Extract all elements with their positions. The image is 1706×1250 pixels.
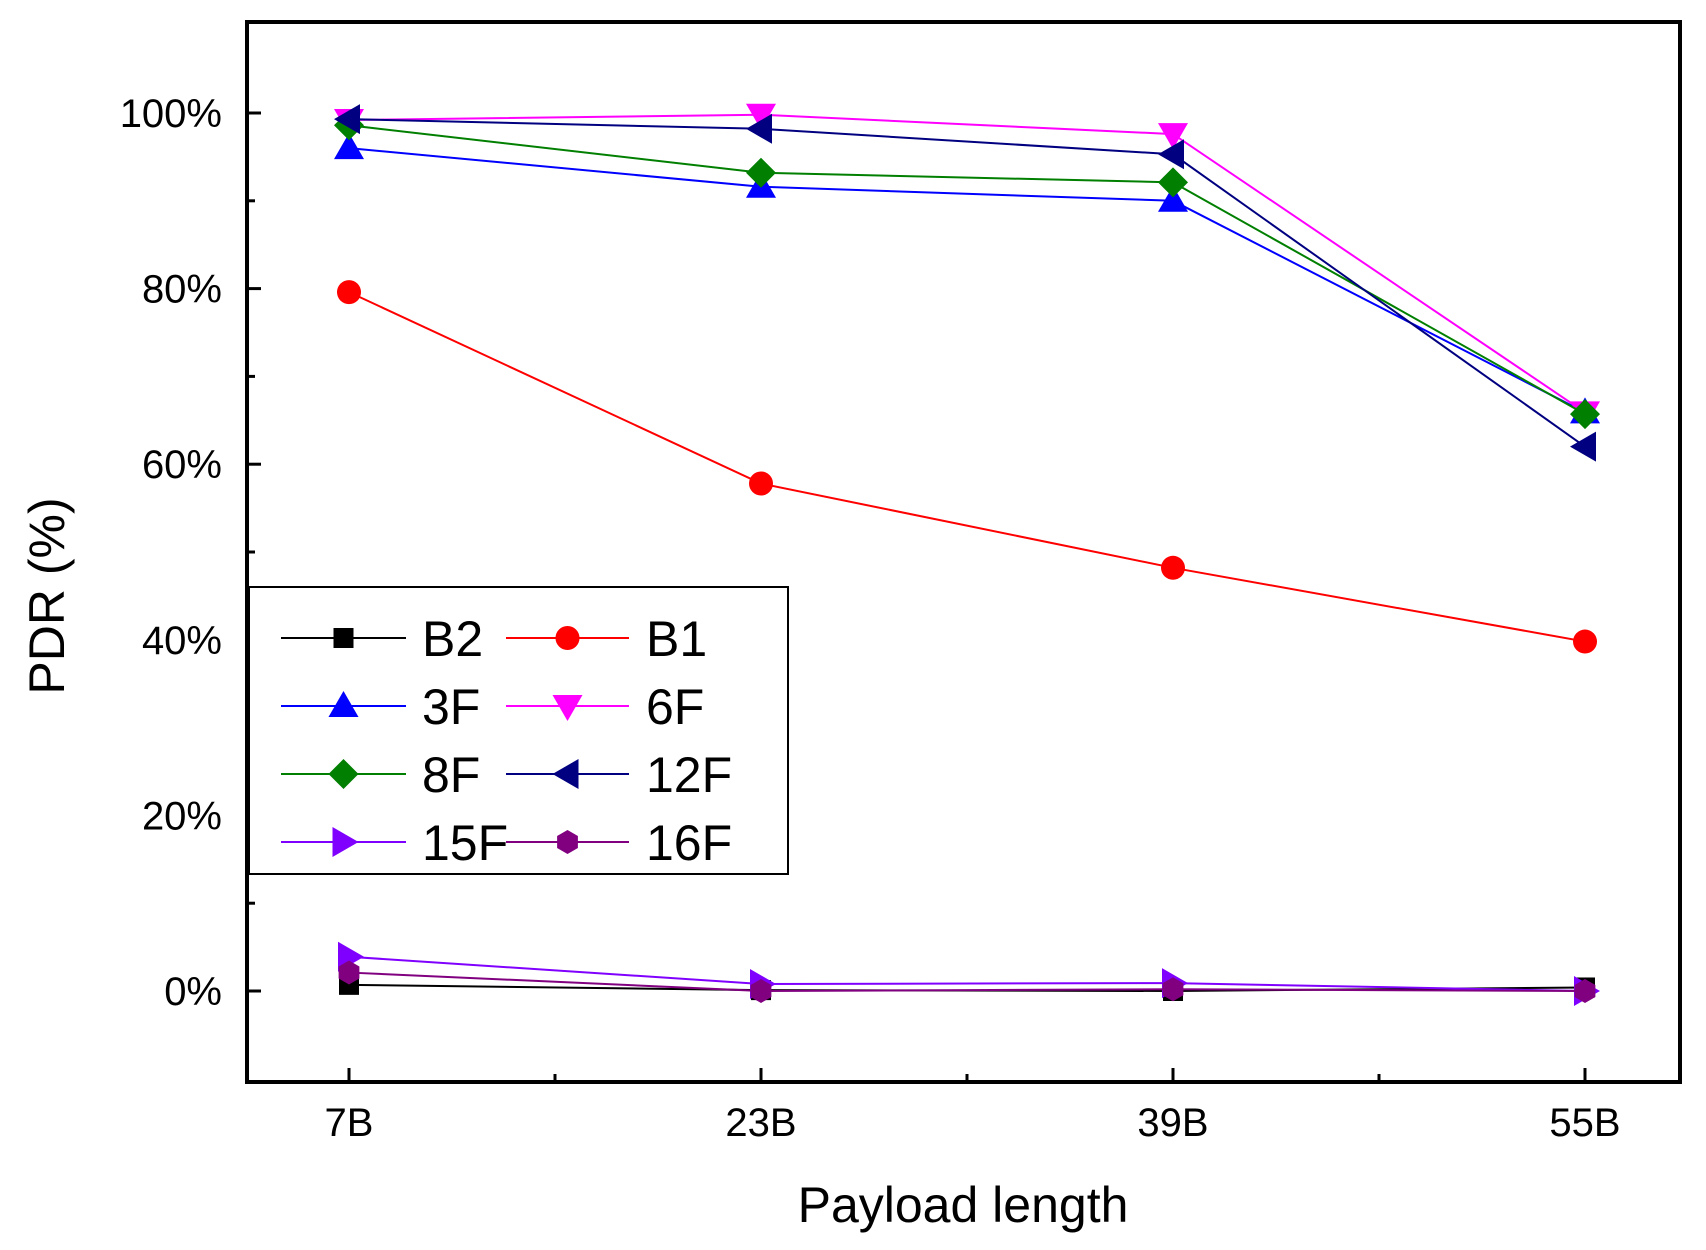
legend-item-B1: B1 [506,611,707,667]
y-tick-label: 60% [142,443,222,487]
legend-item-15F: 15F [281,815,508,871]
series-16F [338,960,1596,1003]
y-axis-title: PDR (%) [19,497,75,694]
legend-label: B1 [646,611,707,667]
legend-marker [555,626,580,650]
data-point-B1 [749,471,773,496]
data-point-6F [1158,123,1188,150]
legend-item-B2: B2 [281,611,483,667]
data-point-8F [1570,399,1600,430]
x-axis-title: Payload length [798,1177,1129,1233]
x-tick-label: 23B [725,1101,796,1145]
data-point-16F [1162,977,1184,1002]
legend-label: B2 [422,611,483,667]
legend-marker [552,759,579,789]
data-point-B1 [337,280,361,305]
series-6F [334,103,1600,428]
legend-item-16F: 16F [506,815,732,871]
series-line-B1 [348,291,1586,643]
series-line-15F [348,955,1586,992]
x-axis: 7B 23B 39B 55B [325,1068,1621,1145]
series-line-16F [348,971,1586,993]
x-tick-label: 39B [1137,1101,1208,1145]
legend: B2 B1 3F 6F 8F 12F 15F 16F [248,586,789,875]
y-axis: 0% 20% 40% 60% 80% 100% [120,92,261,1014]
legend-label: 12F [646,747,732,803]
y-tick-label: 0% [164,970,222,1014]
legend-label: 8F [422,747,480,803]
data-point-16F [750,979,772,1003]
plot-frame [245,20,1682,1084]
series-line-3F [348,147,1586,414]
data-point-B1 [1161,555,1185,580]
series-15F [338,941,1600,1006]
data-point-B1 [1573,629,1597,654]
data-point-8F [1158,167,1188,198]
legend-marker [552,695,583,721]
legend-marker [333,628,354,648]
legend-item-12F: 12F [506,747,732,803]
x-tick-label: 55B [1549,1101,1620,1145]
data-point-12F [1158,139,1184,170]
y-tick-label: 80% [142,268,222,312]
legend-marker [328,759,359,789]
data-point-12F [334,104,360,135]
legend-marker [332,827,359,857]
legend-item-3F: 3F [281,679,480,735]
legend-item-8F: 8F [281,747,480,803]
legend-item-6F: 6F [506,679,704,735]
legend-label: 16F [646,815,732,871]
data-point-12F [1570,431,1596,462]
y-tick-label: 40% [142,619,222,663]
data-point-8F [746,157,776,188]
series-12F [334,104,1596,462]
legend-marker [557,830,578,854]
series-line-8F [348,124,1586,416]
y-tick-label: 100% [120,92,222,136]
legend-marker [328,691,359,717]
legend-label: 15F [422,815,508,871]
series-line-6F [348,113,1586,414]
data-point-16F [1574,979,1596,1003]
series-layer [334,103,1600,1006]
data-point-3F [1158,185,1188,212]
data-point-12F [746,113,772,144]
x-tick-label: 7B [325,1101,374,1145]
data-point-16F [338,960,360,985]
series-B1 [337,280,1597,654]
legend-label: 3F [422,679,480,735]
data-point-3F [334,133,364,160]
legend-label: 6F [646,679,704,735]
y-tick-label: 20% [142,794,222,838]
series-line-12F [348,118,1586,448]
data-point-6F [746,103,776,130]
series-8F [334,110,1600,430]
